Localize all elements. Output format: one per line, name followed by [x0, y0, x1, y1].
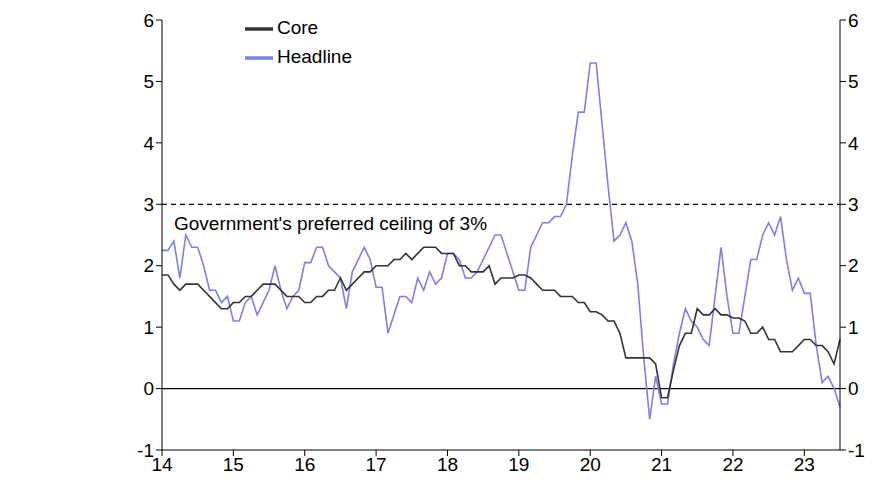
- svg-text:21: 21: [651, 454, 672, 475]
- svg-text:16: 16: [294, 454, 315, 475]
- html-text:Headline: Headline: [277, 46, 352, 67]
- svg-text:17: 17: [366, 454, 387, 475]
- svg-text:23: 23: [794, 454, 815, 475]
- svg-text:14: 14: [151, 454, 173, 475]
- svg-text:-1: -1: [848, 440, 865, 461]
- svg-text:2: 2: [848, 255, 859, 276]
- svg-text:6: 6: [848, 10, 859, 31]
- html-text:Core: Core: [277, 17, 319, 38]
- svg-text:20: 20: [580, 454, 601, 475]
- svg-text:-1: -1: [137, 440, 154, 461]
- svg-text:19: 19: [508, 454, 529, 475]
- svg-text:2: 2: [143, 255, 154, 276]
- svg-text:0: 0: [143, 378, 154, 399]
- svg-text:0: 0: [848, 378, 859, 399]
- svg-text:15: 15: [223, 454, 244, 475]
- svg-text:Government's preferred ceiling: Government's preferred ceiling of 3%: [174, 213, 487, 234]
- svg-text:3: 3: [143, 194, 154, 215]
- svg-text:18: 18: [437, 454, 458, 475]
- svg-text:6: 6: [143, 10, 154, 31]
- svg-text:4: 4: [848, 133, 859, 154]
- svg-text:5: 5: [143, 71, 154, 92]
- svg-text:1: 1: [143, 317, 154, 338]
- svg-text:1: 1: [848, 317, 859, 338]
- svg-text:5: 5: [848, 71, 859, 92]
- svg-text:4: 4: [143, 133, 154, 154]
- svg-text:22: 22: [722, 454, 743, 475]
- svg-text:3: 3: [848, 194, 859, 215]
